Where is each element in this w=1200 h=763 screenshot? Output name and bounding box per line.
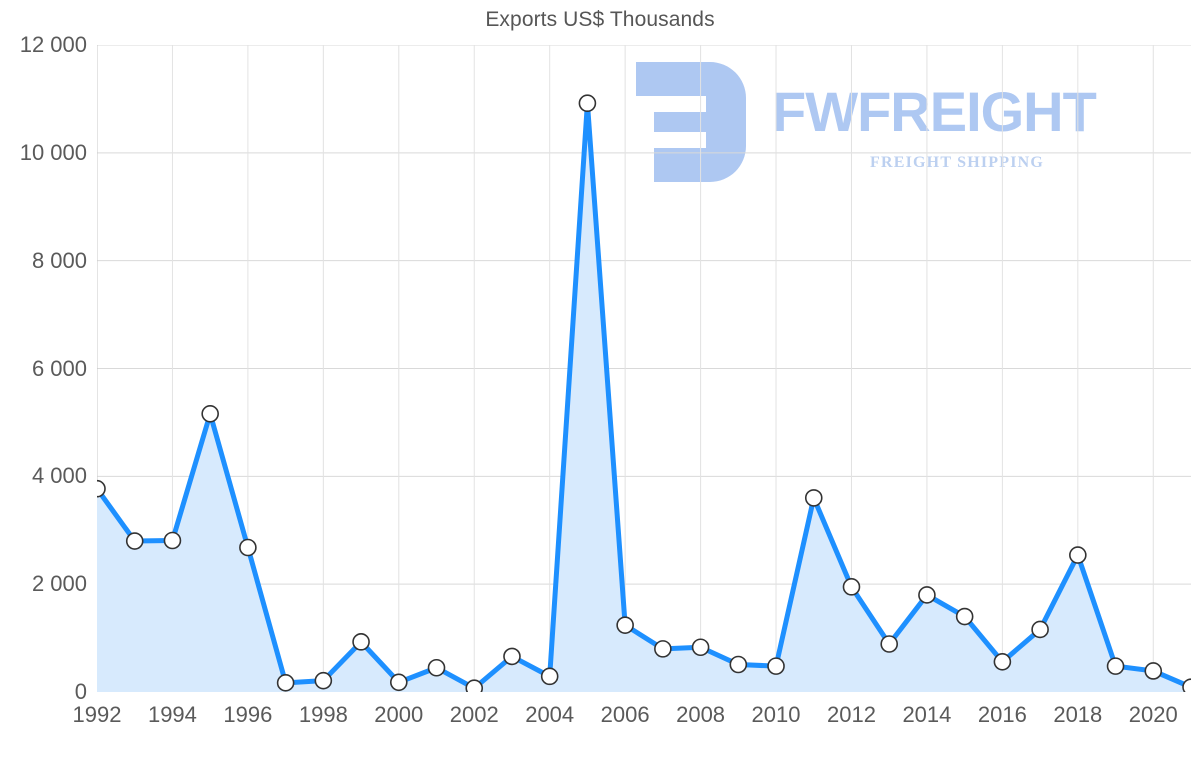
data-point-marker — [842, 578, 861, 596]
x-axis-tick-label: 2010 — [751, 702, 801, 727]
data-point-marker — [465, 679, 484, 692]
x-axis-tick-label: 1996 — [223, 702, 273, 727]
x-axis-tick-label: 1998 — [298, 702, 348, 727]
data-point-marker — [503, 647, 521, 666]
x-axis-tick-label: 2012 — [826, 702, 876, 727]
data-point-marker — [1031, 620, 1049, 639]
x-axis-tick-label: 2008 — [676, 702, 726, 727]
x-axis-tick-label: 2000 — [374, 702, 424, 727]
x-axis-tick-label: 2018 — [1053, 702, 1103, 727]
series-line — [97, 100, 1191, 691]
y-axis-tick-label: 8 000 — [31, 247, 87, 273]
data-point-marker — [389, 673, 408, 692]
x-axis-tick-label: 2014 — [902, 702, 952, 727]
data-point-marker — [352, 633, 370, 651]
data-point-marker — [955, 607, 974, 626]
y-axis-tick-label: 10 000 — [19, 139, 87, 165]
data-point-marker — [201, 404, 219, 423]
x-axis-tick-label: 2004 — [525, 702, 575, 727]
data-point-marker — [540, 667, 559, 686]
y-axis-tick-label: 12 000 — [19, 32, 87, 57]
y-axis-tick-label: 2 000 — [31, 571, 87, 597]
y-axis-tick-label: 0 — [74, 679, 87, 704]
data-point-marker — [767, 657, 785, 675]
data-point-marker — [616, 616, 634, 634]
data-point-marker — [918, 586, 936, 604]
data-point-marker — [578, 94, 597, 113]
data-point-marker — [427, 658, 446, 677]
data-point-marker — [729, 655, 748, 674]
data-point-marker — [993, 653, 1012, 671]
series-area — [97, 103, 1191, 692]
data-point-marker — [97, 479, 106, 498]
data-point-marker — [125, 532, 144, 550]
x-axis-tick-label: 2002 — [449, 702, 499, 727]
data-point-marker — [1182, 678, 1191, 692]
data-point-marker — [314, 671, 333, 690]
data-point-marker — [880, 635, 899, 653]
data-point-marker — [239, 538, 257, 557]
series-canvas — [97, 45, 1191, 692]
data-point-marker — [804, 489, 823, 507]
data-point-marker — [1144, 662, 1163, 680]
data-point-marker — [1069, 546, 1087, 564]
series-markers — [97, 94, 1191, 692]
x-axis-tick-label: 1992 — [72, 702, 122, 727]
x-axis-tick-label: 2020 — [1128, 702, 1178, 727]
x-axis-tick-label: 2016 — [977, 702, 1027, 727]
plot-area — [97, 45, 1191, 692]
data-point-marker — [163, 531, 182, 550]
data-point-marker — [654, 640, 672, 658]
data-point-marker — [276, 674, 295, 692]
x-axis-tick-label: 1994 — [147, 702, 197, 727]
y-axis-tick-label: 4 000 — [31, 463, 87, 489]
data-point-marker — [1106, 657, 1125, 675]
chart-title: Exports US$ Thousands — [485, 8, 715, 31]
data-point-marker — [691, 638, 710, 657]
x-axis-tick-label: 2006 — [600, 702, 650, 727]
y-axis-tick-label: 6 000 — [31, 355, 87, 381]
